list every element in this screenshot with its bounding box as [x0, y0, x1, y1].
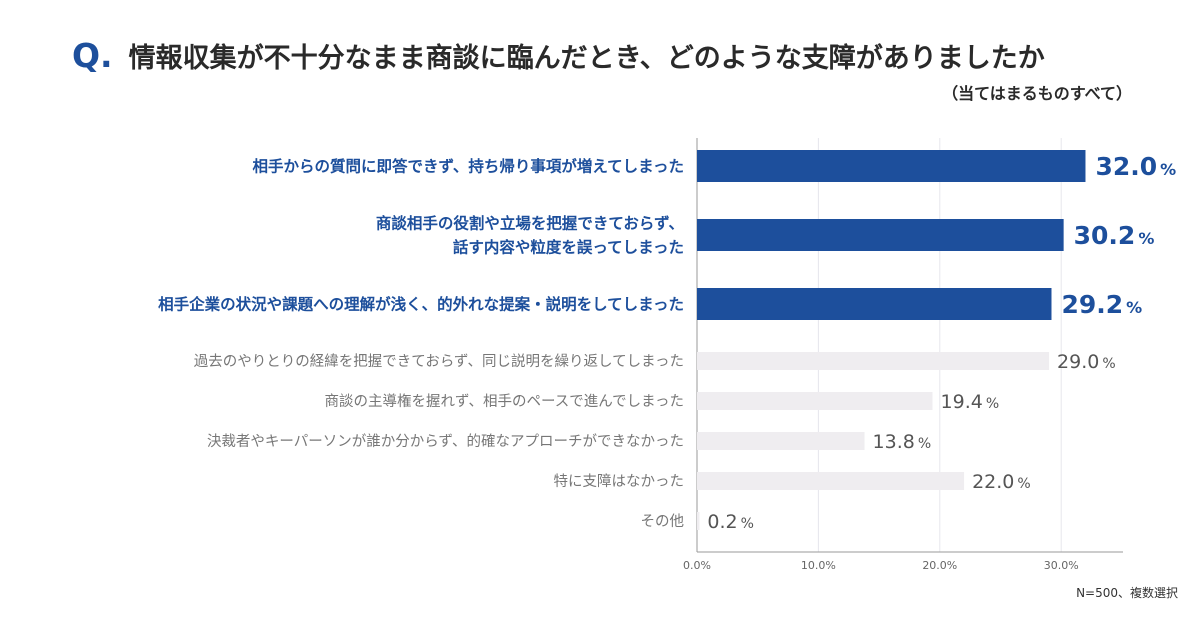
value-label: 29.2% — [1061, 290, 1142, 319]
x-tick-label: 30.0% — [1044, 559, 1079, 572]
value-label: 0.2% — [707, 511, 754, 533]
value-label: 30.2% — [1074, 221, 1155, 250]
bar — [697, 432, 865, 450]
category-label: 決裁者やキーパーソンが誰か分からず、的確なアプローチができなかった — [207, 433, 684, 450]
category-label: 商談の主導権を握れず、相手のペースで進んでしまった — [325, 393, 684, 410]
question-text: 情報収集が不十分なまま商談に臨んだとき、どのような支障がありましたか — [128, 43, 1045, 74]
x-tick-label: 20.0% — [922, 559, 957, 572]
category-label: その他 — [641, 513, 685, 530]
category-label: 商談相手の役割や立場を把握できておらず、 — [376, 214, 684, 233]
category-label: 話す内容や粒度を誤ってしまった — [453, 238, 684, 257]
chart-subtitle: （当てはまるものすべて） — [942, 84, 1132, 103]
category-label: 相手からの質問に即答できず、持ち帰り事項が増えてしまった — [252, 157, 684, 176]
bar — [697, 150, 1086, 182]
bar — [697, 219, 1064, 251]
bar — [697, 392, 933, 410]
footnote: N=500、複数選択 — [1076, 586, 1178, 600]
value-label: 19.4% — [941, 391, 1000, 413]
question-mark: Q. — [72, 36, 113, 75]
bar — [697, 472, 965, 490]
value-label: 32.0% — [1095, 152, 1176, 181]
value-label: 13.8% — [873, 431, 932, 453]
category-label: 特に支障はなかった — [554, 472, 685, 490]
value-label: 22.0% — [972, 471, 1031, 493]
value-label: 29.0% — [1057, 351, 1116, 373]
bar — [697, 512, 700, 530]
bar — [697, 288, 1052, 320]
category-label: 過去のやりとりの経緯を把握できておらず、同じ説明を繰り返してしまった — [194, 353, 684, 370]
bar — [697, 352, 1050, 370]
x-tick-label: 0.0% — [683, 559, 711, 572]
chart-title: Q. 情報収集が不十分なまま商談に臨んだとき、どのような支障がありましたか — [72, 36, 1045, 75]
category-label: 相手企業の状況や課題への理解が浅く、的外れな提案・説明をしてしまった — [158, 295, 684, 314]
x-tick-label: 10.0% — [801, 559, 836, 572]
